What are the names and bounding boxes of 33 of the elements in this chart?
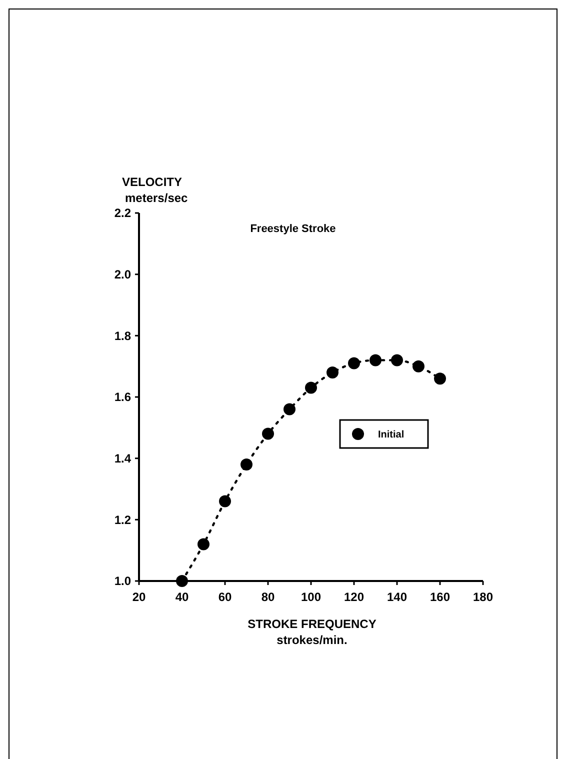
y-tick-label: 1.6 — [114, 390, 132, 404]
y-tick-label: 1.2 — [114, 512, 132, 527]
point — [198, 538, 210, 550]
legend-label: Initial — [378, 430, 404, 440]
y-tick-label: 1.4 — [114, 452, 132, 466]
point — [326, 366, 338, 378]
x-tick-label: 80 — [261, 590, 275, 604]
y-tick-label: 2.2 — [114, 206, 132, 220]
y-tick-label: 2.0 — [114, 268, 132, 282]
x-tick-label: 100 — [300, 590, 322, 604]
point — [391, 354, 403, 366]
x-axis-title: STROKE FREQUENCY strokes/min. — [248, 617, 376, 647]
point — [370, 354, 382, 366]
point — [176, 575, 188, 587]
x-tick-label: 140 — [386, 590, 408, 604]
x-tick-label: 40 — [175, 590, 189, 604]
point — [305, 382, 317, 394]
point — [412, 360, 424, 372]
y-tick-label: 1.8 — [114, 328, 132, 343]
x-tick-label: 180 — [472, 590, 494, 604]
x-tick-label: 60 — [218, 590, 232, 604]
y-tick-label: 1.0 — [114, 574, 132, 588]
point — [240, 458, 252, 470]
x-tick-label: 160 — [430, 590, 450, 604]
text: Freestyle Stroke — [250, 223, 336, 235]
point — [284, 403, 296, 416]
point — [434, 372, 446, 385]
point — [262, 428, 274, 440]
x-tick-label: 20 — [132, 590, 146, 604]
y-axis-title: VELOCITY meters/sec — [122, 175, 188, 205]
point — [219, 495, 231, 508]
point — [348, 357, 360, 370]
x-tick-label: 120 — [344, 590, 364, 604]
